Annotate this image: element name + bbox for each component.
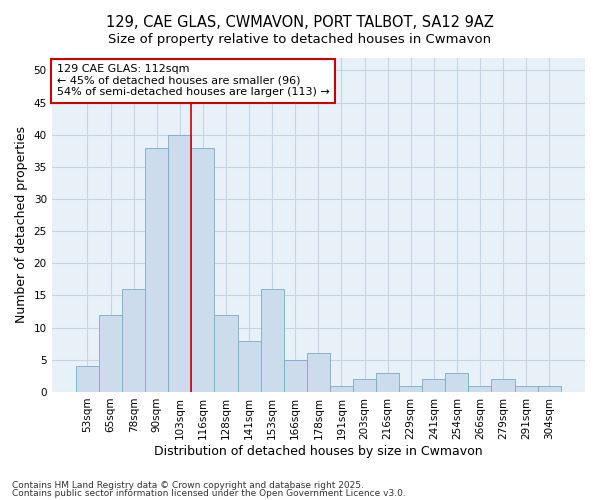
Bar [214,315,238,392]
Bar [307,354,330,392]
Bar [260,289,284,392]
X-axis label: Distribution of detached houses by size in Cwmavon: Distribution of detached houses by size … [154,444,482,458]
Bar [330,386,353,392]
Bar [99,315,122,392]
Y-axis label: Number of detached properties: Number of detached properties [15,126,28,323]
Bar [491,379,515,392]
Bar [445,372,469,392]
Bar [469,386,491,392]
Text: Contains public sector information licensed under the Open Government Licence v3: Contains public sector information licen… [12,490,406,498]
Bar [422,379,445,392]
Bar [353,379,376,392]
Bar [238,340,260,392]
Bar [538,386,561,392]
Bar [122,289,145,392]
Bar [284,360,307,392]
Text: 129, CAE GLAS, CWMAVON, PORT TALBOT, SA12 9AZ: 129, CAE GLAS, CWMAVON, PORT TALBOT, SA1… [106,15,494,30]
Bar [376,372,399,392]
Text: Contains HM Land Registry data © Crown copyright and database right 2025.: Contains HM Land Registry data © Crown c… [12,480,364,490]
Bar [145,148,168,392]
Bar [76,366,99,392]
Bar [399,386,422,392]
Bar [168,134,191,392]
Bar [515,386,538,392]
Text: Size of property relative to detached houses in Cwmavon: Size of property relative to detached ho… [109,32,491,46]
Text: 129 CAE GLAS: 112sqm
← 45% of detached houses are smaller (96)
54% of semi-detac: 129 CAE GLAS: 112sqm ← 45% of detached h… [57,64,330,98]
Bar [191,148,214,392]
